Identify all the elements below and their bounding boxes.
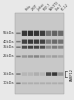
FancyBboxPatch shape [46,55,51,58]
Text: 15kDa: 15kDa [2,72,14,76]
Text: FABP12: FABP12 [69,68,73,81]
FancyBboxPatch shape [28,72,33,76]
FancyBboxPatch shape [16,73,21,75]
FancyBboxPatch shape [16,32,21,34]
FancyBboxPatch shape [34,82,39,84]
FancyBboxPatch shape [22,72,27,76]
FancyBboxPatch shape [28,31,33,36]
FancyBboxPatch shape [28,40,33,44]
FancyBboxPatch shape [28,46,33,49]
FancyBboxPatch shape [28,82,33,84]
FancyBboxPatch shape [40,40,45,44]
FancyBboxPatch shape [46,31,51,36]
FancyBboxPatch shape [46,40,51,44]
FancyBboxPatch shape [58,40,63,44]
FancyBboxPatch shape [22,46,27,49]
Text: 35kDa: 35kDa [2,45,14,49]
FancyBboxPatch shape [34,46,39,49]
FancyBboxPatch shape [40,72,45,76]
FancyBboxPatch shape [16,46,21,48]
FancyBboxPatch shape [52,82,57,84]
FancyBboxPatch shape [52,55,57,58]
FancyBboxPatch shape [40,82,45,84]
FancyBboxPatch shape [40,55,45,58]
FancyBboxPatch shape [22,82,27,84]
Text: 25kDa: 25kDa [2,55,14,58]
Text: MCF-7: MCF-7 [43,3,52,12]
Text: Hela: Hela [24,4,32,12]
Text: 40kDa: 40kDa [2,40,14,44]
FancyBboxPatch shape [16,56,21,57]
FancyBboxPatch shape [46,72,51,76]
FancyBboxPatch shape [52,40,57,44]
FancyBboxPatch shape [46,46,51,49]
FancyBboxPatch shape [34,31,39,36]
Text: 55kDa: 55kDa [2,31,14,35]
FancyBboxPatch shape [16,82,21,84]
Bar [15,13,64,94]
FancyBboxPatch shape [22,40,27,44]
FancyBboxPatch shape [58,46,63,49]
Text: 293T: 293T [30,4,39,12]
FancyBboxPatch shape [58,55,63,58]
FancyBboxPatch shape [34,55,39,58]
FancyBboxPatch shape [40,31,45,36]
FancyBboxPatch shape [58,82,63,84]
FancyBboxPatch shape [58,31,63,36]
FancyBboxPatch shape [16,41,21,42]
FancyBboxPatch shape [52,46,57,49]
FancyBboxPatch shape [22,31,27,36]
Text: NIH/3T3: NIH/3T3 [49,1,60,12]
FancyBboxPatch shape [40,46,45,49]
FancyBboxPatch shape [52,31,57,36]
Text: 10kDa: 10kDa [2,81,14,85]
FancyBboxPatch shape [22,55,27,58]
FancyBboxPatch shape [46,82,51,84]
Text: PC-12: PC-12 [61,3,70,12]
FancyBboxPatch shape [52,72,57,76]
Text: Jurkat: Jurkat [37,3,46,12]
FancyBboxPatch shape [34,72,39,76]
FancyBboxPatch shape [34,40,39,44]
FancyBboxPatch shape [28,55,33,58]
FancyBboxPatch shape [58,72,63,76]
Text: Cos-7: Cos-7 [55,3,63,12]
